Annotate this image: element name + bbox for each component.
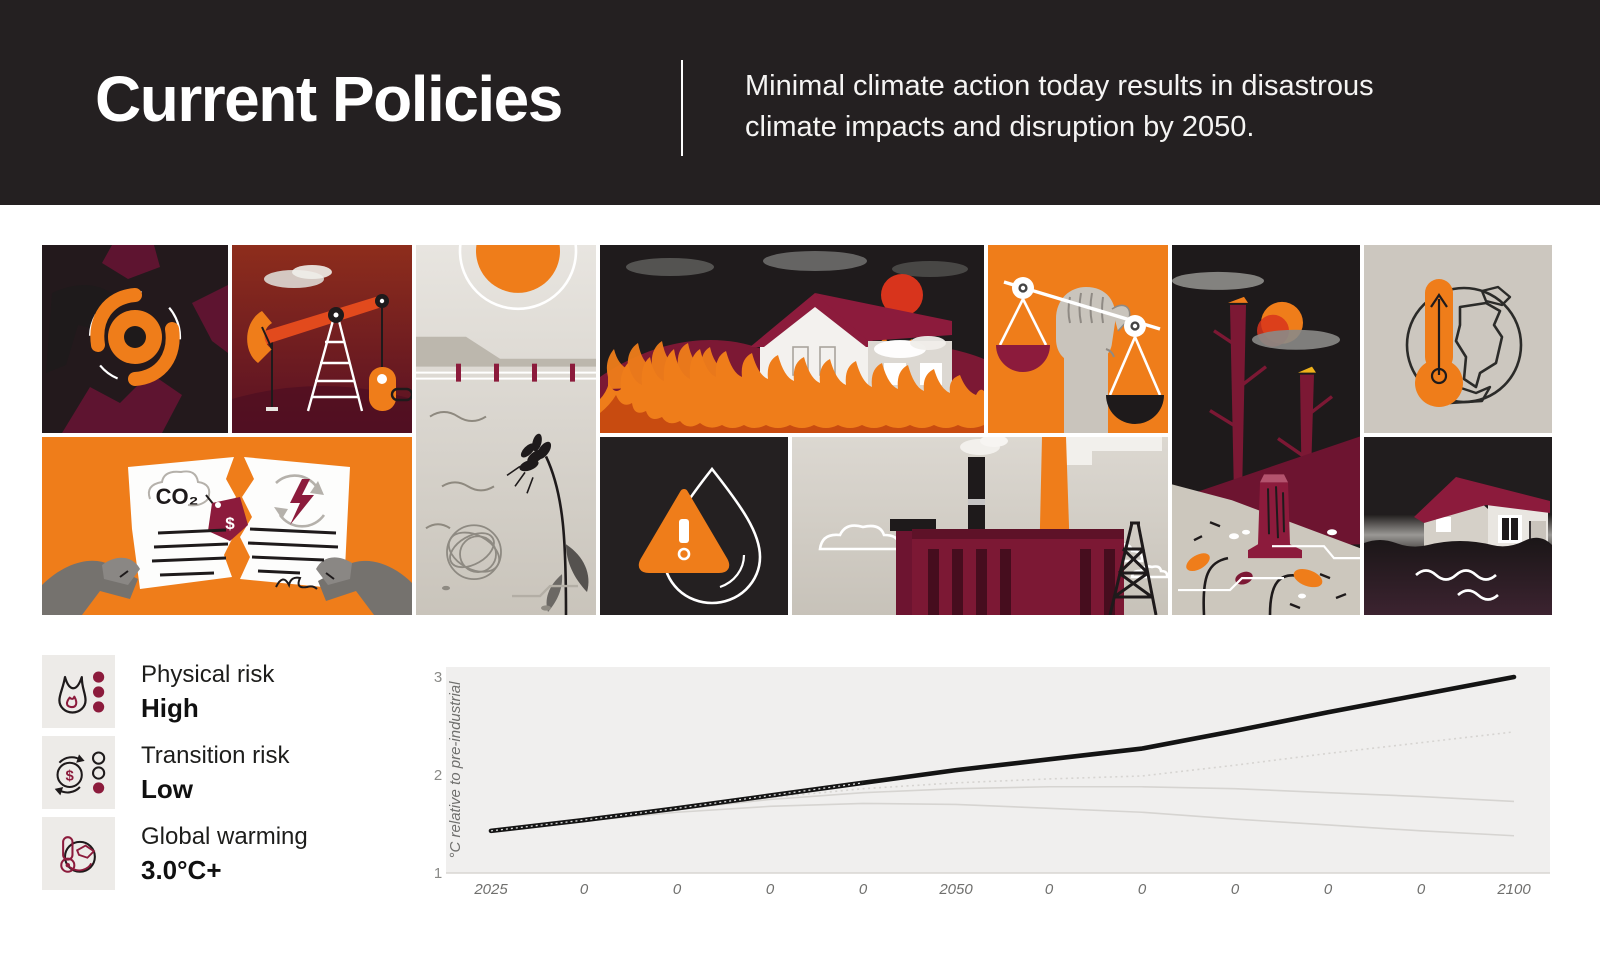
drought-icon (416, 245, 596, 615)
wildfire-icon (600, 245, 984, 433)
transition-risk-label: Transition risk (141, 742, 290, 769)
transition-risk-iconbox: $ (42, 736, 115, 809)
y-tick-label: 2 (434, 767, 442, 784)
physical-risk-dots (92, 670, 104, 713)
global-warming-iconbox (42, 817, 115, 890)
y-axis-title: °C relative to pre-industrial (447, 681, 464, 859)
tile-torn-carbon-contract: CO₂ $ (42, 437, 412, 615)
line-chart: 1 2 3 2025 0 0 0 0 2050 0 0 0 0 0 2100 °C relative to … (434, 667, 1550, 898)
risk-level-dot (92, 781, 104, 794)
signature (275, 576, 318, 590)
physical-risk-iconbox (42, 655, 115, 728)
x-tick-label: 2100 (1496, 881, 1531, 898)
x-tick-label: 0 (673, 881, 682, 898)
tile-drought (416, 245, 596, 615)
tumbleweed-icon (446, 524, 502, 580)
risk-level-dot (91, 750, 105, 765)
x-tick-label: 0 (1417, 881, 1426, 898)
tile-wildfire-house (600, 245, 984, 433)
global-warming-value: 3.0°C+ (141, 855, 222, 885)
justice-scales-icon (988, 245, 1168, 433)
thermometer-globe-icon (59, 835, 96, 873)
transition-risk-dots (91, 750, 105, 794)
x-tick-label: 0 (859, 881, 868, 898)
risk-row-warming: Global warming 3.0°C+ (42, 817, 422, 890)
tile-flooded-house (1364, 437, 1552, 615)
x-tick-label: 2050 (938, 881, 973, 898)
hurricane-icon (42, 245, 228, 433)
chart-axis-labels: 1 2 3 2025 0 0 0 0 2050 0 0 0 0 0 2100 (434, 669, 1532, 898)
x-tick-label: 0 (766, 881, 775, 898)
y-tick-label: 3 (434, 669, 442, 686)
x-tick-label: 0 (1045, 881, 1054, 898)
risk-level-dot (91, 765, 105, 780)
tile-water-scarcity-warning (600, 437, 788, 615)
chart-series (488, 674, 1517, 837)
dead-forest-icon (1172, 245, 1360, 615)
flooded-house-icon (1364, 437, 1552, 615)
co2-label: CO₂ (156, 484, 199, 509)
tile-factory-emissions (792, 437, 1168, 615)
torn-contract-icon: CO₂ $ (42, 437, 412, 615)
x-tick-label: 0 (1138, 881, 1147, 898)
header-divider (681, 60, 683, 156)
risk-level-dot (92, 670, 104, 683)
water-warning-icon (600, 437, 788, 615)
stump-icon (1248, 474, 1302, 559)
transition-risk-value: Low (141, 774, 193, 804)
dollar-cycle-icon: $ (54, 750, 105, 795)
derrick-icon (1108, 521, 1158, 615)
series-other-scenario-3 (490, 802, 1515, 837)
y-tick-label: 1 (434, 865, 442, 882)
tile-climate-justice-scales (988, 245, 1168, 433)
page-title: Current Policies (95, 63, 563, 135)
physical-risk-value: High (141, 693, 199, 723)
x-tick-label: 0 (1324, 881, 1333, 898)
header-subtitle: Minimal climate action today results in … (745, 70, 1374, 143)
tile-dead-forest (1172, 245, 1360, 615)
price-tag-dollar: $ (225, 514, 235, 533)
global-warming-label: Global warming (141, 823, 308, 850)
header: Current Policies Minimal climate action … (0, 0, 1600, 205)
tile-oil-pumpjack (232, 245, 412, 433)
risk-row-physical: Physical risk High (42, 655, 422, 728)
illustration-mosaic: CO₂ $ (42, 245, 1552, 617)
tile-global-warming-globe (1364, 245, 1552, 433)
flame-icon (57, 670, 104, 714)
dollar-glyph: $ (65, 767, 74, 784)
physical-risk-label: Physical risk (141, 661, 275, 688)
warming-projection-chart: 1 2 3 2025 0 0 0 0 2050 0 0 0 0 0 2100 °C relative to … (424, 648, 1564, 908)
x-tick-label: 0 (580, 881, 589, 898)
risk-level-dot (92, 700, 104, 713)
risk-panel: Physical risk High $ Transition risk Low (42, 655, 422, 898)
risk-row-transition: $ Transition risk Low (42, 736, 422, 809)
x-tick-label: 2025 (473, 881, 508, 898)
factory-icon (792, 437, 1168, 615)
globe-thermometer-icon (1364, 245, 1552, 433)
plot-area (446, 667, 1550, 873)
x-tick-label: 0 (1231, 881, 1240, 898)
risk-level-dot (92, 685, 104, 698)
pumpjack-icon (232, 245, 412, 433)
tile-hurricane (42, 245, 228, 433)
